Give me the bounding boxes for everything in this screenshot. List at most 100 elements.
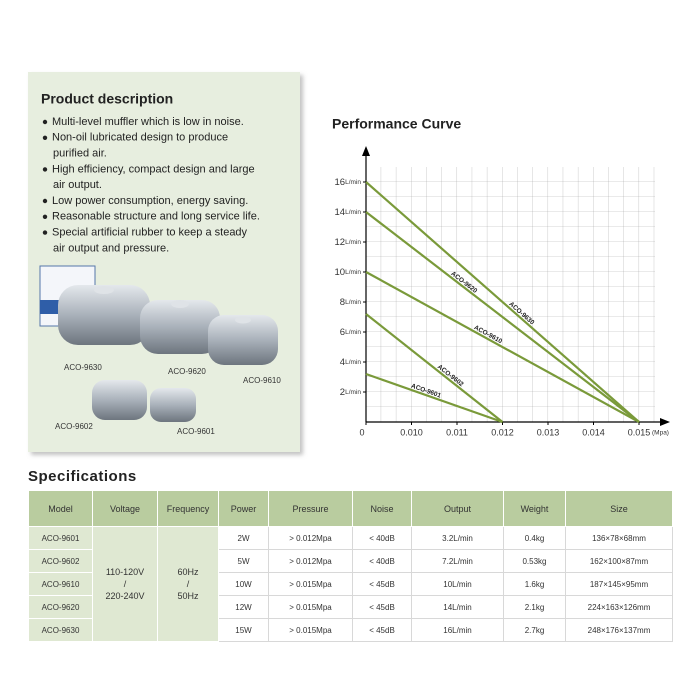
x-arrow (660, 418, 670, 426)
product-label: ACO-9630 (64, 363, 102, 372)
bullet-text: air output. (53, 179, 102, 191)
x-tick-label: 0.013 (537, 427, 560, 437)
pump-9630 (58, 285, 150, 345)
y-tick-label: 14L/min (335, 207, 362, 218)
cell: 2.1kg (503, 595, 566, 619)
description-title: Product description (41, 91, 173, 107)
header-cell: Frequency (157, 490, 219, 527)
y-tick-unit: L/min (345, 179, 361, 186)
pump-9620 (140, 300, 220, 354)
pump-9610 (208, 315, 278, 365)
cell: < 45dB (352, 572, 412, 596)
model-cell: ACO-9620 (28, 595, 93, 619)
bullet-dot (42, 198, 48, 204)
pump-9602 (92, 380, 147, 420)
curve (365, 372, 503, 424)
table-row: ACO-9601 110-120V/220-240V 60Hz/50Hz 2W > 0.… (28, 526, 673, 642)
y-tick-value: 10 (335, 267, 346, 278)
y-tick-label: 10L/min (335, 267, 362, 278)
cell: < 45dB (352, 595, 412, 619)
bullet-text: air output and pressure. (53, 242, 169, 254)
grid (366, 167, 655, 422)
bullet-dot (42, 167, 48, 172)
cell: 0.53kg (503, 549, 566, 573)
bullet-text: Special artificial rubber to keep a stea… (52, 227, 248, 239)
cell: > 0.012Mpa (268, 549, 353, 573)
y-tick-value: 14 (335, 207, 346, 218)
table-body: ACO-9601 110-120V/220-240V 60Hz/50Hz 2W > 0.… (28, 526, 673, 642)
frequency-line: / (186, 579, 190, 589)
cell: 15W (218, 618, 269, 642)
pump-knob (94, 286, 114, 294)
x-tick-label: 0.015 (628, 427, 651, 437)
cell: 0.4kg (503, 526, 566, 550)
bullet-text: Non-oil lubricated design to produce (52, 132, 228, 144)
bullet-dot (42, 119, 48, 125)
cell: 3.2L/min (411, 526, 504, 550)
table-row: ACO-9610 10W > 0.015Mpa < 45dB 10L/min 1.6kg 1… (28, 572, 673, 596)
x-tick-label: 0 (359, 427, 364, 437)
y-tick-unit: L/min (345, 389, 361, 396)
bullet-dot (42, 230, 48, 235)
voltage-line: 220-240V (105, 591, 145, 601)
model-cell: ACO-9630 (28, 618, 93, 642)
cell: > 0.015Mpa (268, 618, 353, 642)
bullet-text: High efficiency, compact design and larg… (52, 163, 255, 175)
header-cell: Noise (352, 490, 412, 527)
cell: > 0.012Mpa (268, 526, 353, 550)
frequency-line: 60Hz (177, 567, 199, 577)
cell: 10L/min (411, 572, 504, 596)
bullet-dot (42, 135, 48, 140)
y-tick-label: 4L/min (340, 357, 362, 368)
header-cell: Voltage (92, 490, 158, 527)
cell: 7.2L/min (411, 549, 504, 573)
x-tick-label: 0.014 (582, 427, 605, 437)
curve (365, 271, 640, 423)
y-tick-value: 16 (335, 177, 346, 188)
cell: > 0.015Mpa (268, 595, 353, 619)
cell: < 40dB (352, 549, 412, 573)
cell: 136×78×68mm (565, 526, 673, 550)
table-row: ACO-9602 5W > 0.012Mpa < 40dB 7.2L/min 0.53kg… (28, 549, 673, 573)
cell: 10W (218, 572, 269, 596)
y-tick-value: 2 (340, 387, 345, 398)
cell: < 40dB (352, 526, 412, 550)
header-row: Model Voltage Frequency Power Pressure Noise O… (28, 490, 673, 527)
table-row: ACO-9620 12W > 0.015Mpa < 45dB 14L/min 2.1kg 2… (28, 595, 673, 619)
y-tick-value: 12 (335, 237, 346, 248)
y-tick-unit: L/min (345, 209, 361, 216)
y-tick-label: 16L/min (335, 177, 362, 188)
product-label: ACO-9601 (177, 427, 215, 436)
cell: < 45dB (352, 618, 412, 642)
product-images (39, 265, 278, 422)
product-labels: ACO-9630 ACO-9620 ACO-9610 ACO-9602 ACO-9601 (55, 363, 281, 436)
cell: 16L/min (411, 618, 504, 642)
y-tick-unit: L/min (345, 269, 361, 276)
header-cell: Output (411, 490, 504, 527)
x-tick-label: 0.012 (491, 427, 514, 437)
cell: 224×163×126mm (565, 595, 673, 619)
header-cell: Power (218, 490, 269, 527)
header-cell: Weight (503, 490, 566, 527)
y-tick-unit: L/min (345, 299, 361, 306)
curve (365, 181, 640, 423)
cell: 1.6kg (503, 572, 566, 596)
bullet-text: purified air. (53, 148, 107, 160)
curve (365, 211, 640, 423)
spec-table: Model Voltage Frequency Power Pressure Noise O… (28, 490, 673, 642)
y-tick-unit: L/min (345, 239, 361, 246)
y-tick-label: 6L/min (340, 327, 362, 338)
y-arrow (362, 146, 370, 156)
pump-knob (235, 316, 251, 324)
y-tick-unit: L/min (345, 359, 361, 366)
y-tick-unit: L/min (345, 329, 361, 336)
y-tick-value: 8 (340, 297, 345, 308)
y-tick-value: 4 (340, 357, 345, 368)
model-cell: ACO-9601 (28, 526, 93, 550)
product-label: ACO-9620 (168, 367, 206, 376)
shared-cell: 60Hz / 50Hz (157, 526, 219, 642)
y-tick-label: 12L/min (335, 237, 362, 248)
x-tick-label: 0.011 (446, 427, 468, 437)
cell: 5W (218, 549, 269, 573)
